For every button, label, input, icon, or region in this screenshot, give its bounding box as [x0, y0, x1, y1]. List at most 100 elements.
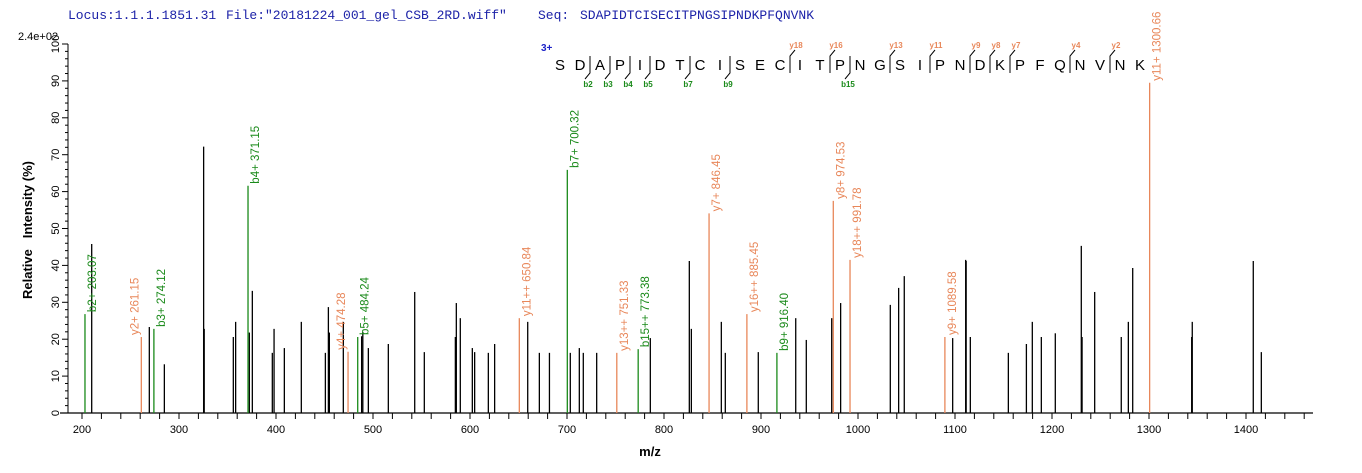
peak-label: y11+ 1300.66: [1152, 12, 1164, 81]
y-fragment-label: y18: [789, 41, 803, 50]
peak-label: y8+ 974.53: [835, 142, 847, 199]
peak-label: b15++ 773.38: [640, 276, 652, 347]
y-fragment-label: y16: [829, 41, 843, 50]
y-fragment-label: y9: [972, 41, 981, 50]
y-fragment-label: y13: [889, 41, 903, 50]
residue: P: [1015, 57, 1025, 74]
b-cleavage-marker: [844, 56, 851, 80]
residue: V: [1095, 57, 1105, 74]
y-cleavage-marker: [1109, 49, 1116, 73]
residue: I: [798, 57, 802, 74]
peak-label: b4+ 371.15: [250, 126, 262, 184]
b-fragment-label: b3: [603, 80, 613, 89]
residue: S: [735, 57, 745, 74]
y-tick-label: 50: [50, 222, 62, 234]
residue: N: [1115, 57, 1126, 74]
peak-label: y2+ 261.15: [129, 278, 141, 335]
y-tick-label: 0: [50, 410, 62, 416]
b-cleavage-marker: [604, 56, 611, 80]
x-tick-label: 1400: [1234, 424, 1258, 436]
residue: P: [835, 57, 845, 74]
residue: Q: [1054, 57, 1066, 74]
seq-value: SDAPIDTCISECITPNGSIPNDKPFQNVNK: [580, 8, 814, 23]
residue: I: [918, 57, 922, 74]
residue: C: [695, 57, 706, 74]
charge-state: 3+: [541, 43, 553, 54]
y-cleavage-marker: [989, 49, 996, 73]
residue: K: [995, 57, 1005, 74]
residue: D: [975, 57, 986, 74]
b-fragment-label: b15: [841, 80, 855, 89]
residue: P: [935, 57, 945, 74]
y-fragment-label: y7: [1012, 41, 1021, 50]
residue: N: [955, 57, 966, 74]
x-tick-label: 500: [364, 424, 382, 436]
residue: E: [755, 57, 765, 74]
x-tick-label: 800: [655, 424, 673, 436]
y-tick-label: 100: [50, 35, 62, 53]
peak-label: y9+ 1089.58: [947, 271, 959, 335]
y-tick-label: 80: [50, 112, 62, 124]
seq-label: Seq:: [538, 8, 569, 23]
residue: T: [815, 57, 824, 74]
y-tick-label: 90: [50, 75, 62, 87]
residue: C: [775, 57, 786, 74]
axes: 0 10 20 30 40 50 60 70 80 90 100 200 300 400 500 600 700…: [50, 35, 1313, 436]
x-tick-label: 300: [170, 424, 188, 436]
peak-label: y18++ 991.78: [852, 188, 864, 258]
y-cleavage-marker: [969, 49, 976, 73]
residue: I: [718, 57, 722, 74]
b-cleavage-marker: [684, 56, 691, 80]
x-tick-label: 900: [752, 424, 770, 436]
residue: A: [595, 57, 605, 74]
peak-annotations: b2+ 203.07 y2+ 261.15 b3+ 274.12 b4+ 371.15…: [84, 12, 1164, 413]
y-cleavage-marker: [889, 49, 896, 73]
b-fragment-label: b7: [683, 80, 693, 89]
residue: D: [655, 57, 666, 74]
y-fragment-label: y4: [1072, 41, 1081, 50]
b-cleavage-marker: [584, 56, 591, 80]
b-fragment-label: b4: [623, 80, 633, 89]
y-fragment-label: y8: [992, 41, 1001, 50]
y-axis-label: Relative Intensity (%): [20, 161, 35, 299]
peak-label: b2+ 203.07: [87, 254, 99, 312]
peak-label: b3+ 274.12: [156, 269, 168, 327]
peak-label: y4+ 474.28: [336, 293, 348, 350]
x-tick-label: 200: [73, 424, 91, 436]
y-cleavage-marker: [929, 49, 936, 73]
x-axis-label: m/z: [639, 444, 661, 459]
y-cleavage-marker: [829, 49, 836, 73]
b-fragment-label: b2: [583, 80, 593, 89]
peak-label: y11++ 650.84: [521, 246, 533, 316]
y-cleavage-marker: [1069, 49, 1076, 73]
y-cleavage-marker: [1009, 49, 1016, 73]
b-cleavage-marker: [724, 56, 731, 80]
y-tick-label: 10: [50, 370, 62, 382]
y-scale-label: 2.4e+02: [18, 31, 58, 43]
b-fragment-label: b5: [643, 80, 653, 89]
y-tick-label: 60: [50, 185, 62, 197]
residue: N: [1075, 57, 1086, 74]
peak-label: y16++ 885.45: [749, 242, 761, 312]
peak-label: y13++ 751.33: [619, 281, 631, 351]
residue: K: [1135, 57, 1145, 74]
x-tick-label: 400: [267, 424, 285, 436]
y-fragment-label: y11: [930, 41, 943, 50]
x-tick-label: 600: [461, 424, 479, 436]
b-fragment-label: b9: [723, 80, 733, 89]
residue: P: [615, 57, 625, 74]
peak-label: b7+ 700.32: [569, 110, 581, 168]
y-tick-label: 40: [50, 259, 62, 271]
x-tick-label: 1200: [1040, 424, 1064, 436]
residue: T: [675, 57, 684, 74]
residue: F: [1035, 57, 1044, 74]
peak-label: b5+ 484.24: [360, 277, 372, 335]
sequence-map: 3+S D A P I D T C I S E C I T P N G S I P N D K P F Q N V N Kb2 b3 b4 b5…: [541, 41, 1145, 89]
y-cleavage-marker: [789, 49, 796, 73]
locus-text: Locus:1.1.1.1851.31: [68, 8, 216, 23]
peak-label: b9+ 916.40: [779, 293, 791, 351]
x-tick-label: 1100: [943, 424, 967, 436]
b-cleavage-marker: [624, 56, 631, 80]
x-tick-label: 1300: [1137, 424, 1161, 436]
y-tick-label: 20: [50, 333, 62, 345]
